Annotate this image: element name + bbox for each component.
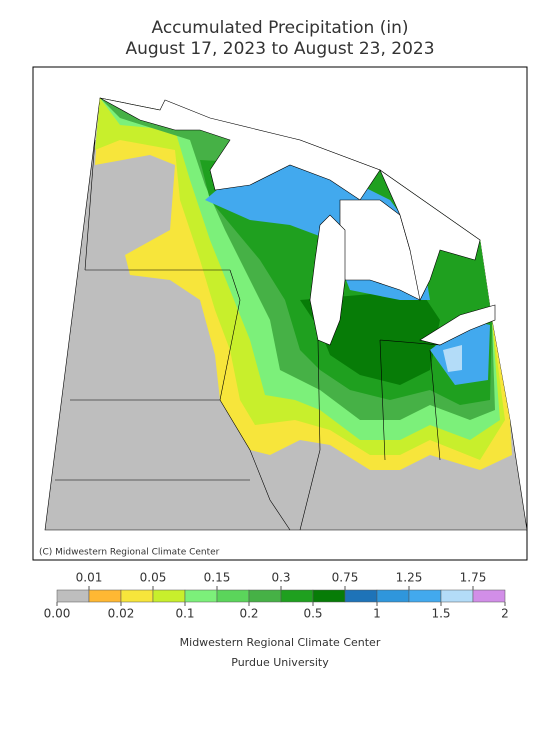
legend-swatch bbox=[152, 589, 186, 603]
legend-swatch bbox=[344, 589, 378, 603]
legend-swatch bbox=[408, 589, 442, 603]
legend-swatch bbox=[88, 589, 122, 603]
legend-label: 0.2 bbox=[239, 607, 258, 621]
lake-huron bbox=[379, 169, 481, 301]
legend-swatch bbox=[56, 589, 90, 603]
legend-swatch bbox=[376, 589, 410, 603]
legend-swatch bbox=[312, 589, 346, 603]
legend-label: 1.75 bbox=[460, 571, 487, 585]
legend-label: 0.75 bbox=[332, 571, 359, 585]
credit-box bbox=[36, 545, 211, 558]
legend-swatch bbox=[280, 589, 314, 603]
legend-label: 0.05 bbox=[140, 571, 167, 585]
legend-swatch bbox=[184, 589, 218, 603]
legend-swatch bbox=[120, 589, 154, 603]
legend-label: 1 bbox=[373, 607, 381, 621]
legend-label: 0.5 bbox=[303, 607, 322, 621]
legend-swatch bbox=[472, 589, 506, 603]
state-borders bbox=[55, 139, 441, 531]
legend-label: 0.1 bbox=[175, 607, 194, 621]
legend-label: 1.5 bbox=[431, 607, 450, 621]
legend-label: 0.3 bbox=[271, 571, 290, 585]
subtitle: August 17, 2023 to August 23, 2023 bbox=[125, 39, 434, 59]
lake-michigan bbox=[309, 214, 346, 346]
credit: (C) Midwestern Regional Climate Center bbox=[39, 548, 220, 558]
legend-swatch bbox=[248, 589, 282, 603]
legend-swatch bbox=[216, 589, 250, 603]
footer-univ: Purdue University bbox=[231, 656, 329, 669]
map: (C) Midwestern Regional Climate Center bbox=[32, 66, 528, 561]
legend-label: 0.01 bbox=[76, 571, 103, 585]
lake-superior-canada bbox=[99, 97, 381, 201]
title: Accumulated Precipitation (in) bbox=[151, 18, 408, 38]
legend-label: 1.25 bbox=[396, 571, 423, 585]
legend-label: 0.00 bbox=[44, 607, 71, 621]
legend-label: 2 bbox=[501, 607, 509, 621]
legend: 0.00 0.01 0.02 0.05 0.1 0.15 0.2 0.3 0.5 0.75 1 1.2… bbox=[44, 571, 509, 621]
footer-org: Midwestern Regional Climate Center bbox=[180, 636, 381, 649]
legend-label: 0.15 bbox=[204, 571, 231, 585]
legend-swatch bbox=[440, 589, 474, 603]
legend-label: 0.02 bbox=[108, 607, 135, 621]
zone-lightblue bbox=[443, 345, 462, 372]
